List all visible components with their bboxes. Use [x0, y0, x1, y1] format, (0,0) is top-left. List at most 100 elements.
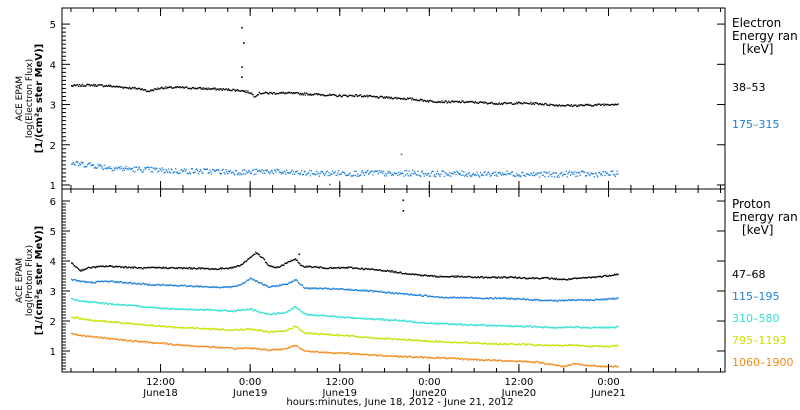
data-point	[281, 264, 283, 266]
data-point	[84, 334, 86, 337]
data-point	[487, 358, 490, 361]
data-point	[242, 282, 245, 285]
data-point	[433, 341, 435, 343]
data-point	[305, 332, 307, 334]
data-point	[129, 167, 131, 169]
data-point	[373, 318, 375, 320]
data-point	[532, 299, 535, 302]
data-point	[85, 280, 87, 283]
data-point	[264, 348, 266, 350]
data-point	[161, 284, 164, 286]
data-point	[614, 327, 617, 329]
data-point	[291, 328, 293, 330]
data-point	[248, 309, 250, 311]
data-point	[227, 347, 230, 349]
data-point	[250, 256, 253, 258]
data-point	[457, 342, 459, 344]
data-point	[547, 327, 549, 329]
data-point	[438, 174, 440, 176]
data-point	[248, 92, 250, 94]
data-point	[596, 365, 598, 368]
data-point	[559, 173, 561, 175]
data-point	[259, 329, 261, 331]
data-point	[253, 253, 255, 256]
data-point	[225, 329, 227, 331]
data-point	[386, 319, 388, 321]
data-point	[470, 323, 472, 326]
data-point	[422, 340, 424, 343]
data-point	[404, 319, 406, 321]
data-point	[338, 315, 340, 318]
data-point	[247, 309, 249, 311]
data-point	[155, 284, 157, 286]
data-point	[541, 327, 543, 329]
data-point	[93, 301, 95, 304]
data-point	[554, 105, 556, 107]
data-point	[279, 92, 282, 94]
data-point	[132, 341, 134, 343]
data-point	[385, 354, 387, 357]
data-point	[457, 171, 459, 173]
data-point	[100, 84, 103, 86]
data-point	[603, 346, 605, 348]
data-point	[172, 344, 174, 346]
data-point	[362, 268, 364, 271]
data-point	[555, 364, 558, 366]
data-point	[495, 359, 498, 362]
data-point	[76, 299, 78, 301]
data-point	[77, 84, 79, 86]
data-point	[245, 347, 247, 349]
data-point	[341, 288, 343, 290]
data-point	[270, 314, 272, 316]
data-point	[162, 325, 164, 327]
data-point	[217, 346, 219, 348]
data-point	[170, 86, 172, 88]
data-point	[354, 289, 357, 291]
data-point	[208, 346, 210, 348]
data-point	[237, 329, 239, 331]
data-point	[223, 88, 225, 91]
data-point	[573, 362, 575, 365]
data-point	[522, 325, 524, 328]
data-point	[294, 173, 296, 175]
data-point	[535, 277, 537, 279]
outlier-point	[243, 42, 245, 44]
x-axis-label: hours:minutes, June 18, 2012 - June 21, …	[286, 397, 513, 408]
data-point	[606, 326, 609, 328]
data-point	[480, 101, 483, 104]
data-point	[233, 285, 235, 287]
data-point	[191, 326, 193, 328]
data-point	[217, 310, 219, 312]
data-point	[433, 101, 435, 103]
data-point	[357, 352, 359, 354]
data-point	[79, 164, 82, 166]
data-point	[284, 262, 286, 264]
data-point	[215, 309, 217, 311]
data-point	[219, 310, 222, 312]
data-point	[535, 344, 537, 346]
data-point	[165, 169, 167, 171]
data-point	[582, 170, 584, 172]
data-point	[584, 277, 586, 279]
data-point	[148, 283, 150, 285]
data-point	[91, 84, 93, 86]
data-point	[428, 295, 431, 297]
data-point	[160, 267, 163, 269]
outlier-point	[241, 76, 243, 78]
data-point	[518, 174, 521, 176]
data-point	[159, 284, 161, 286]
data-point	[177, 308, 179, 310]
data-point	[227, 310, 229, 312]
data-point	[347, 335, 349, 337]
data-point	[235, 285, 238, 287]
data-point	[193, 309, 195, 311]
data-point	[275, 313, 277, 315]
data-point	[575, 277, 577, 279]
data-point	[436, 276, 439, 278]
data-point	[423, 175, 425, 177]
data-point	[193, 345, 195, 347]
data-point	[227, 170, 230, 172]
data-point	[99, 84, 101, 86]
data-point	[102, 337, 104, 340]
data-point	[504, 276, 506, 278]
